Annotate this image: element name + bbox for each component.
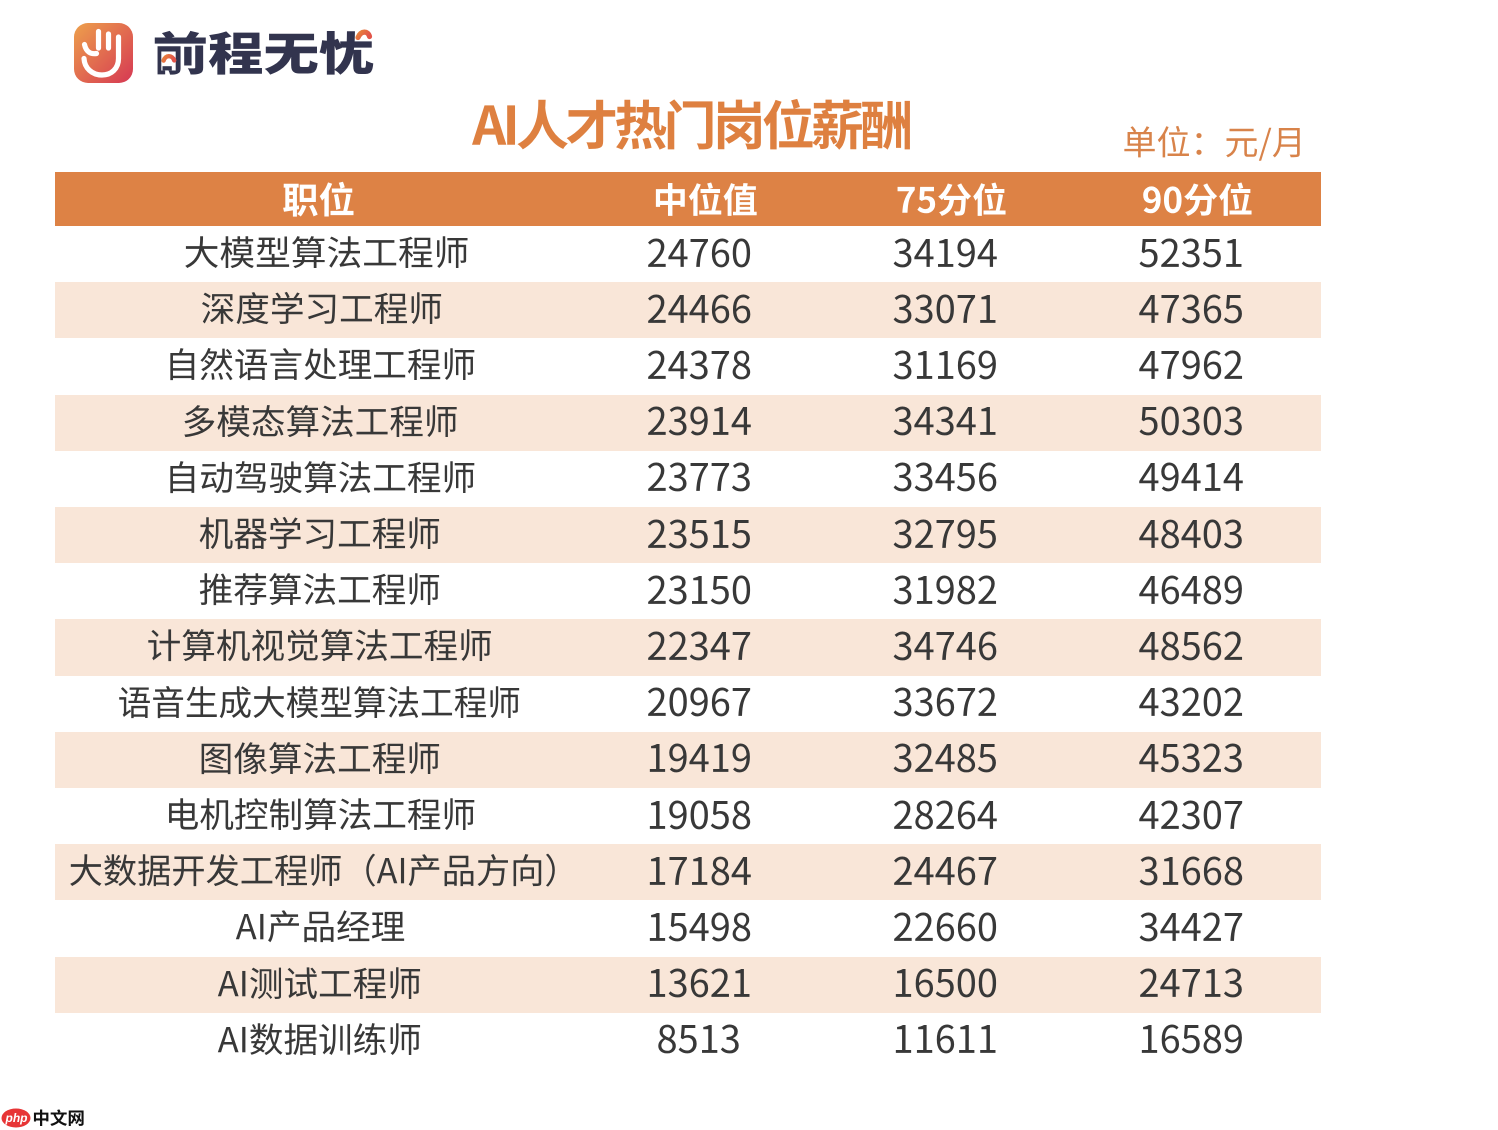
svg-text:php: php: [5, 1111, 28, 1125]
